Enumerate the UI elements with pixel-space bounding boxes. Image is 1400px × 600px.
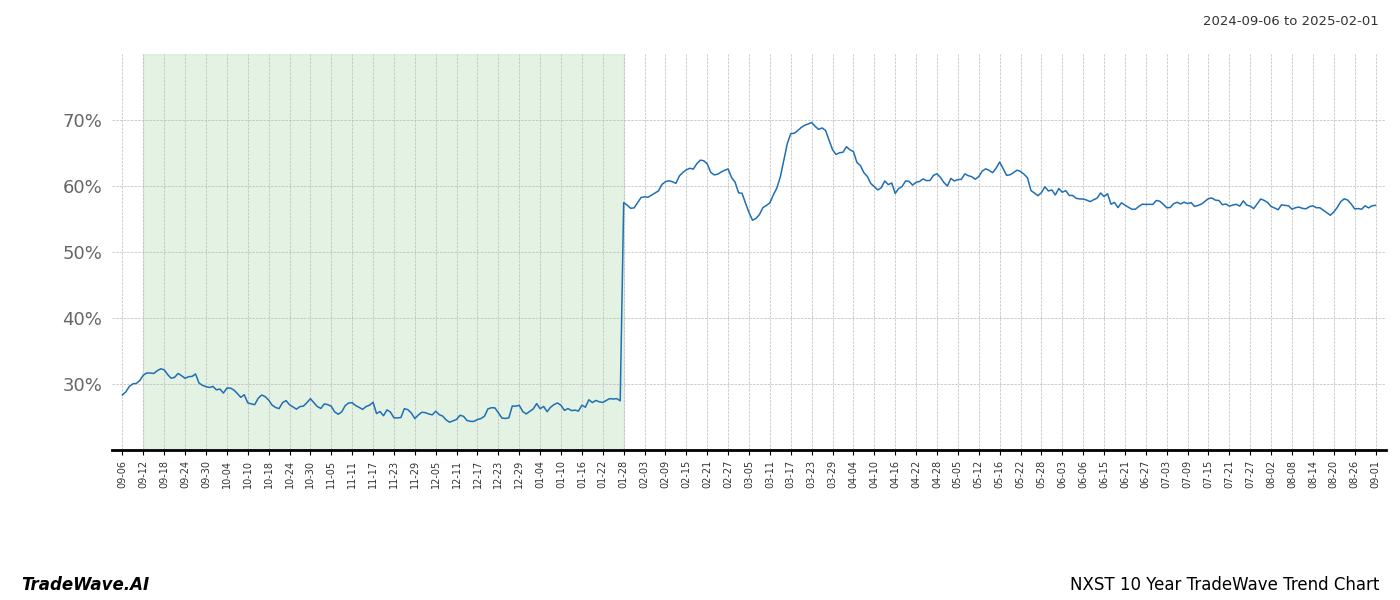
Bar — [143, 54, 623, 450]
Text: 2024-09-06 to 2025-02-01: 2024-09-06 to 2025-02-01 — [1203, 15, 1379, 28]
Text: TradeWave.AI: TradeWave.AI — [21, 576, 150, 594]
Text: NXST 10 Year TradeWave Trend Chart: NXST 10 Year TradeWave Trend Chart — [1070, 576, 1379, 594]
